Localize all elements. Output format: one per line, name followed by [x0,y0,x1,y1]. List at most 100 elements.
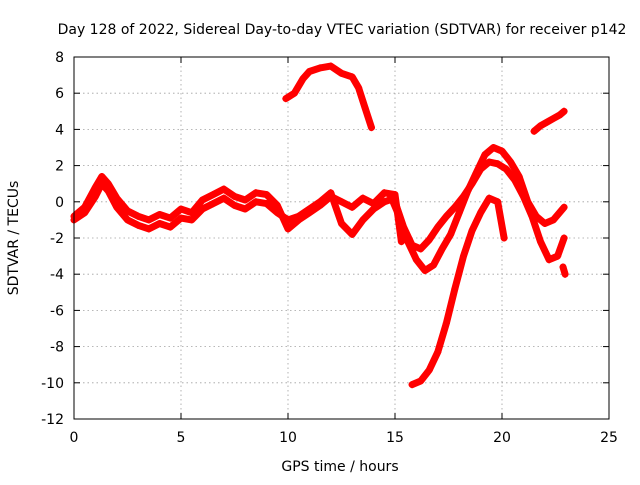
series-track-main-a [70,172,405,246]
data-point [387,192,395,200]
data-point [421,267,429,275]
data-point [295,212,303,220]
data-point [485,194,493,202]
data-point [134,221,142,229]
data-point [498,147,506,155]
data-point [166,214,174,222]
y-tick-label: -8 [50,340,64,356]
y-tick-label: -4 [50,267,64,283]
data-point [500,234,508,242]
data-point [177,205,185,213]
data-point [81,209,89,217]
grid-lines [74,57,609,419]
data-point [145,225,153,233]
data-point [355,84,363,92]
data-point [231,192,238,200]
data-point [273,209,281,217]
data-point [166,223,174,231]
data-point [327,62,335,70]
data-point [220,194,228,202]
data-point [438,245,446,253]
data-point [549,216,557,224]
data-point [397,238,405,246]
data-point [252,189,260,197]
data-point [231,201,238,209]
data-point [425,236,433,244]
data-point [252,198,260,206]
data-point [91,192,99,200]
series-track-evening-a [387,144,568,275]
data-point [459,252,467,260]
data-point [124,207,131,215]
data-point [316,64,324,72]
y-tick-label: -6 [50,303,64,319]
series-track-day-hump [282,62,375,132]
data-point [305,205,313,213]
data-point [537,122,545,130]
x-tick-label: 5 [177,430,186,446]
y-tick-label: 8 [55,50,64,66]
data-point [554,252,562,260]
data-point [468,180,476,188]
data-point [290,89,298,97]
data-point [263,191,271,199]
data-point [380,198,388,206]
data-point [282,95,290,103]
data-point [98,180,106,188]
data-point [370,205,378,213]
data-point [338,220,345,228]
data-point [549,115,557,123]
data-point [412,256,420,264]
data-point [537,238,545,246]
chart-title: Day 128 of 2022, Sidereal Day-to-day VTE… [58,22,627,38]
data-point [380,189,388,197]
data-point [209,200,217,208]
data-point [338,69,345,77]
data-point [299,75,307,83]
x-tick-label: 25 [600,430,618,446]
data-point [198,205,206,213]
data-point [543,118,551,126]
data-point [560,203,568,211]
series-line [408,194,508,389]
data-point [104,187,112,195]
data-point [408,241,416,249]
data-point [408,381,416,389]
data-point [459,192,467,200]
data-point [502,165,510,173]
data-point [451,285,459,293]
series-track-main-b [70,180,399,238]
x-tick-label: 0 [70,430,79,446]
x-tick-label: 15 [386,430,404,446]
data-point [507,158,515,166]
data-point [430,261,438,269]
data-point [284,216,292,224]
plot-frame [73,56,610,420]
data-point [455,209,463,217]
data-point [177,214,185,222]
data-point [338,198,345,206]
data-point [145,216,153,224]
series-line [70,180,399,238]
data-point [400,223,408,231]
data-point [220,185,228,193]
data-point [494,160,502,168]
x-tick-label: 10 [279,430,297,446]
data-point [367,124,375,132]
data-point [545,256,553,264]
data-point [348,73,356,81]
y-tick-label: 4 [55,122,64,138]
data-point [98,172,106,180]
data-point [273,201,281,209]
y-tick-label: -12 [41,412,64,428]
y-tick-label: -2 [50,231,64,247]
data-point [481,151,489,159]
data-point [494,198,502,206]
data-point [477,165,485,173]
data-point [468,227,476,235]
data-point [156,220,164,228]
data-point [327,189,335,197]
data-point [528,212,536,220]
data-point [361,104,369,112]
x-tick-label: 20 [493,430,511,446]
